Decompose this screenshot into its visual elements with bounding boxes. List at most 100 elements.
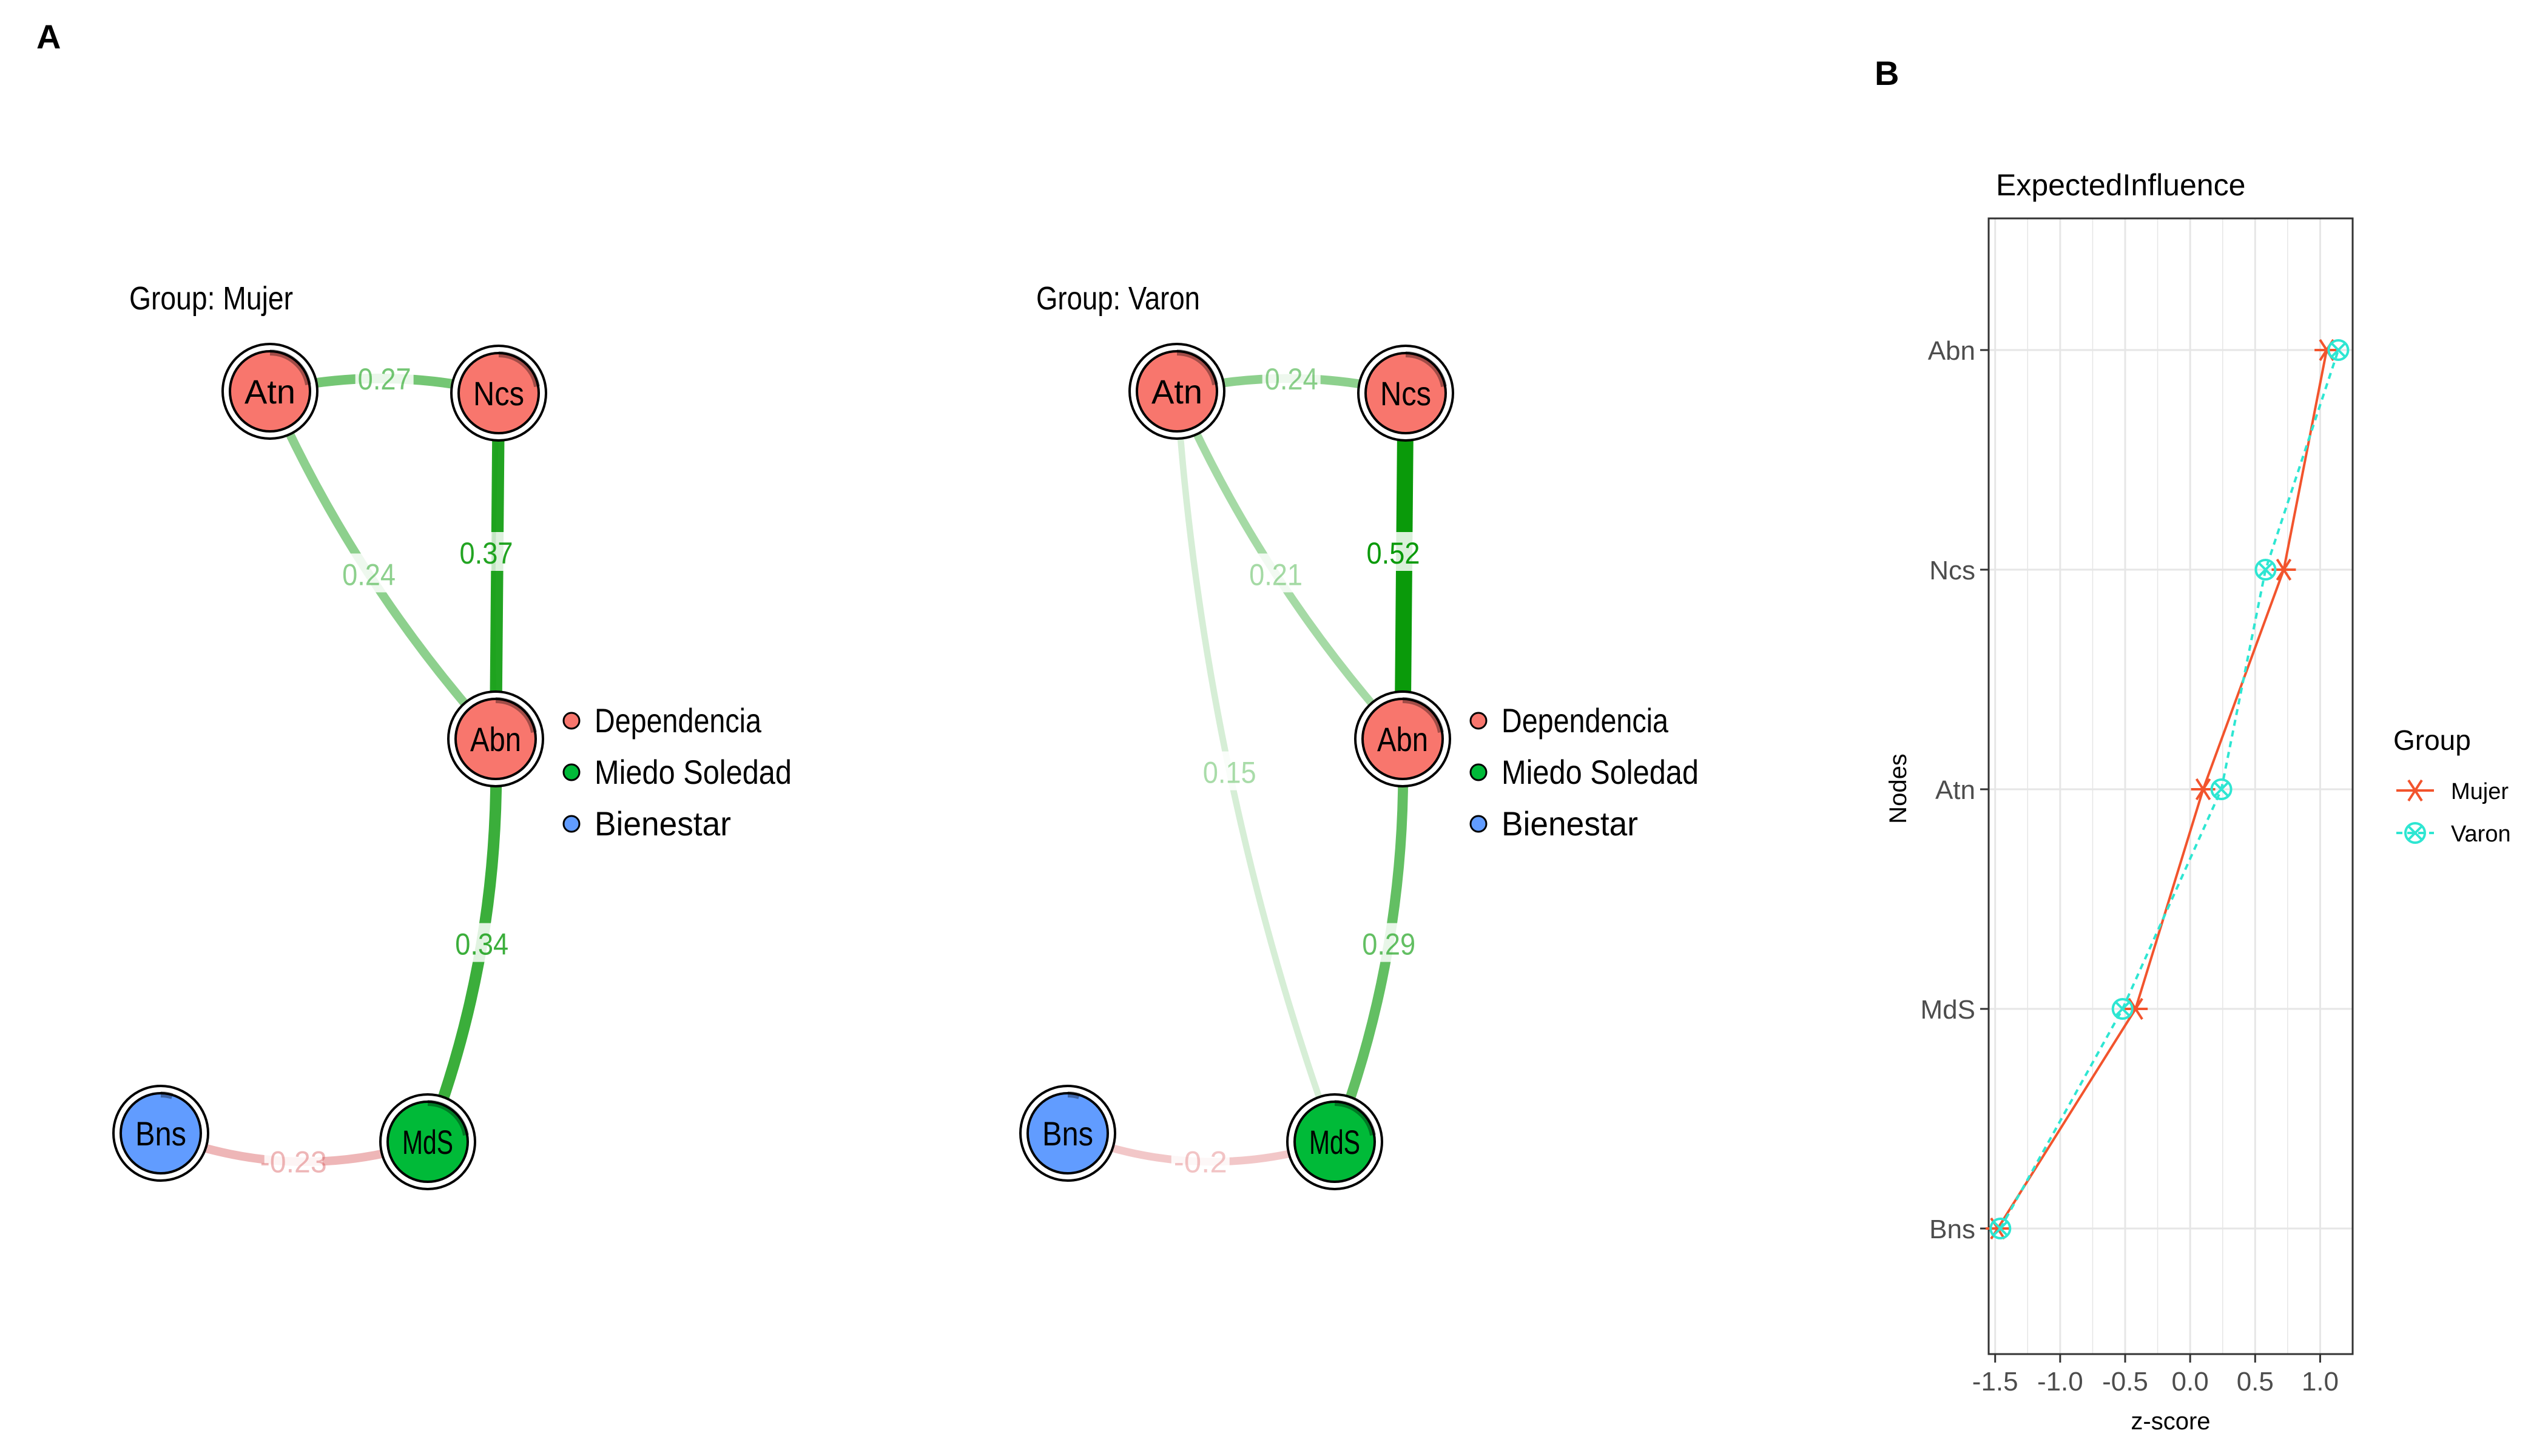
node-circle [457,352,540,434]
node-label: Abn [1377,720,1428,758]
edge-label: -0.2 [1174,1145,1227,1179]
node-circle [1361,698,1444,780]
edge-label: 0.29 [1362,928,1415,962]
node-abn: Abn [1354,690,1451,787]
node-atn: Atn [1128,343,1225,440]
edge-label-bg [1360,923,1418,962]
edge-label-bg [1364,532,1423,571]
legend-label: Dependencia [595,701,762,740]
node-mds: MdS [379,1093,476,1190]
data-point-varon [2327,339,2350,361]
legend-label: Varon [2451,821,2511,847]
data-point-mujer [2123,997,2148,1020]
node-label: Bns [1042,1114,1093,1153]
data-point-varon [2404,822,2426,844]
data-point-varon [1989,1218,2012,1239]
node-pie-arc [1067,1091,1080,1099]
edge-label: 0.21 [1249,558,1303,592]
edge-label-bg [457,532,516,571]
y-tick-label: MdS [1921,995,1975,1025]
edge-label-bg [1171,1141,1230,1180]
x-tick-label: -1.0 [2037,1367,2083,1397]
y-axis-label: Nodes [1885,753,1912,824]
legend-dot-bienestar [1469,815,1488,833]
node-ncs: Ncs [1357,345,1454,442]
y-tick-label: Abn [1928,336,1975,366]
data-point-varon [2254,559,2277,581]
node-label: Ncs [473,374,524,413]
y-tick-label: Ncs [1929,556,1975,585]
panel-a-label: A [36,18,61,56]
node-label: MdS [1309,1123,1360,1161]
edge-label-bg [1200,751,1259,790]
legend-label: Mujer [2451,779,2509,804]
network-title: Group: Varon [1036,280,1200,317]
expected-influence-plot: ExpectedInfluence Bns MdS Atn Ncs Abn -1.5 -1.0… [1885,168,2511,1435]
edge-label: 0.27 [358,362,411,396]
edge-label-bg [453,923,511,962]
node-circle [1293,1100,1376,1183]
node-circle [120,1092,202,1175]
x-tick-label: 0.0 [2172,1367,2209,1397]
node-label: Abn [470,720,521,758]
network-mujer: Group: Mujer 0.27 0.37 0.24 0.34 -0.23 Atn Ncs A… [112,280,792,1190]
data-point-varon [2111,998,2134,1020]
legend-label: Miedo Soledad [1502,753,1699,791]
legend-label: Miedo Soledad [595,753,792,791]
node-label: Atn [1151,372,1202,411]
x-tick-label: -0.5 [2102,1367,2148,1397]
node-ncs: Ncs [450,345,547,442]
node-bns: Bns [112,1085,209,1182]
edge-label: 0.24 [342,558,396,592]
node-pie-arc [495,697,537,733]
legend-dot-miedo-soledad [1469,763,1488,781]
node-circle [229,350,311,433]
node-pie-arc [1176,349,1218,386]
y-tick-label: Atn [1935,775,1975,805]
x-tick-label: 0.5 [2237,1367,2274,1397]
data-point-mujer [2403,779,2427,802]
node-pie-arc [269,349,311,386]
legend-dot-miedo-soledad [562,763,581,781]
edge-label: 0.15 [1203,756,1256,790]
edge-label: 0.52 [1367,536,1420,570]
node-circle [1364,352,1447,434]
node-label: Atn [244,372,295,411]
node-mds: MdS [1286,1093,1383,1190]
y-tick-label: Bns [1929,1215,1975,1244]
panel-b-label: B [1875,54,1899,92]
node-abn: Abn [447,690,544,787]
legend-dot-dependencia [1469,712,1488,730]
x-axis-label: z-score [2131,1408,2210,1435]
edge-label-bg [340,553,399,593]
legend-dot-dependencia [562,712,581,730]
node-circle [1136,350,1218,433]
plot-title: ExpectedInfluence [1996,168,2245,202]
node-circle [1026,1092,1109,1175]
x-tick-label: -1.5 [1972,1367,2018,1397]
node-label: MdS [402,1123,453,1161]
edge-label-bg [1262,357,1321,397]
edge-label-bg [355,357,414,397]
legend-dot-bienestar [562,815,581,833]
legend-title: Group [2393,724,2471,756]
node-circle [454,698,537,780]
legend-label: Bienestar [595,804,731,843]
node-pie-arc [160,1091,174,1099]
legend-label: Dependencia [1502,701,1669,740]
legend-label: Bienestar [1502,804,1638,843]
network-varon: Group: Varon 0.24 0.52 0.21 0.15 0.29 -0.2 Atn N… [1019,280,1699,1190]
edge-label: 0.34 [455,928,508,962]
edge-label-bg [1247,553,1306,593]
node-pie-arc [1334,1100,1376,1136]
node-pie-arc [1402,697,1444,733]
x-tick-label: 1.0 [2302,1367,2339,1397]
node-label: Bns [135,1114,186,1153]
node-label: Ncs [1380,374,1431,413]
node-circle [386,1100,469,1183]
edge-label: 0.24 [1265,362,1318,396]
edge-label: -0.23 [260,1145,327,1179]
edge-label: 0.37 [460,536,513,570]
node-pie-arc [498,351,540,388]
